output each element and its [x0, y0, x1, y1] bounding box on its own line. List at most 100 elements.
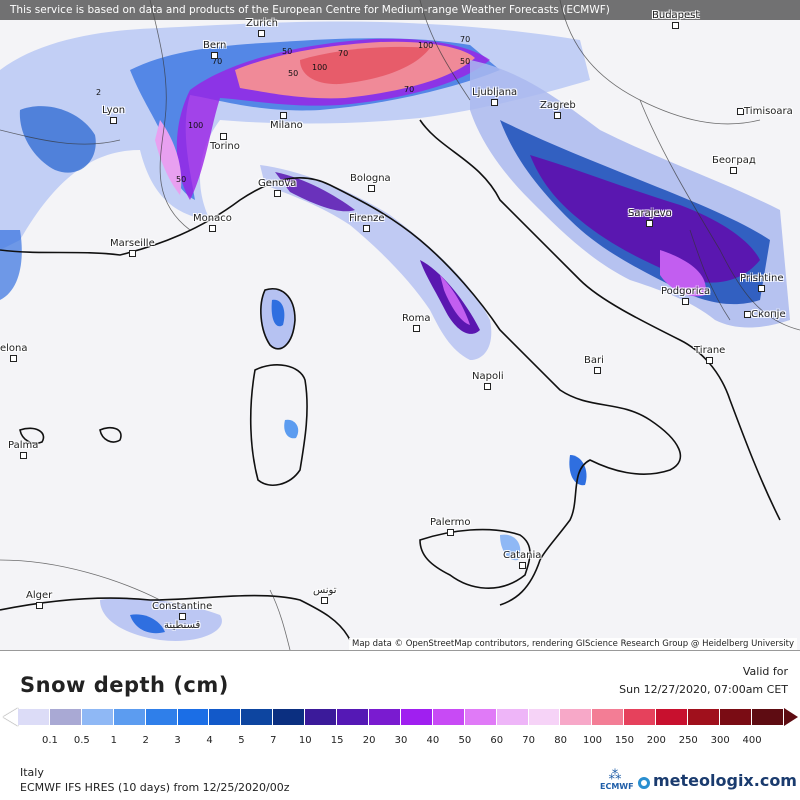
city-monaco[interactable]: Monaco: [193, 213, 232, 232]
scale-tick-label: 0.1: [41, 735, 58, 746]
scale-tick-label: 5: [238, 735, 245, 746]
contour-label: 50: [282, 47, 292, 56]
scale-max-arrow: [784, 708, 798, 726]
map-attribution: Map data © OpenStreetMap contributors, r…: [349, 638, 797, 650]
alps-snow: [0, 21, 590, 300]
city-label: Catania: [503, 550, 542, 561]
color-scale-segment: [273, 709, 306, 725]
color-scale-segment: [592, 709, 625, 725]
city-zagreb[interactable]: Zagreb: [540, 100, 576, 119]
color-scale-segment: [177, 709, 210, 725]
city-bern[interactable]: Bern: [203, 40, 226, 59]
island-snow: [100, 288, 587, 641]
scale-tick-label: 15: [330, 735, 344, 746]
city-ljubljana[interactable]: Ljubljana: [472, 87, 517, 106]
contour-label: 70: [338, 49, 348, 58]
city-barcelona[interactable]: elona: [0, 343, 28, 362]
scale-tick-label: 10: [298, 735, 312, 746]
contour-label: 70: [404, 85, 414, 94]
city-marker: [706, 357, 714, 364]
city-alger[interactable]: Alger: [26, 590, 52, 609]
city-genova[interactable]: Genova: [258, 178, 296, 197]
city-lyon[interactable]: Lyon: [102, 105, 125, 124]
ecmwf-logo[interactable]: ⁂ ECMWF: [600, 769, 634, 791]
city-podgorica[interactable]: Podgorica: [661, 286, 710, 305]
map-canvas: 70 50 100 70 100 50 70 50 70 100 50 2: [0, 0, 800, 650]
scale-tick-label: 20: [362, 735, 376, 746]
meteologix-brand-text: meteologix.com: [653, 771, 797, 790]
scale-tick-label: 3: [174, 735, 181, 746]
city-firenze[interactable]: Firenze: [349, 213, 385, 232]
color-scale-segment: [656, 709, 689, 725]
city-label-arabic: قسنطينة: [163, 620, 201, 631]
city-label: Torino: [210, 141, 240, 152]
city-tunis[interactable]: تونس: [313, 585, 336, 604]
city-marker: [412, 325, 420, 332]
city-label: Sarajevo: [628, 208, 672, 219]
city-marker: [554, 112, 562, 119]
city-label: Ljubljana: [472, 87, 518, 98]
city-constantine[interactable]: Constantine قسنطينة: [152, 601, 212, 631]
color-scale-segment: [337, 709, 369, 725]
color-scale-segment: [688, 709, 720, 725]
balkans-snow: [470, 60, 790, 328]
contour-labels: 70 50 100 70 100 50 70 50 70 100 50 2: [96, 35, 470, 184]
city-beograd[interactable]: Београд: [712, 155, 756, 174]
city-label: Lyon: [102, 105, 126, 116]
contour-label: 50: [176, 175, 186, 184]
color-scale-segment: [18, 709, 50, 725]
city-torino[interactable]: Torino: [210, 133, 240, 152]
scale-tick-label: 2: [142, 735, 149, 746]
color-scale-segment: [624, 709, 657, 725]
city-label: Bari: [584, 355, 604, 366]
city-label: Marseille: [110, 238, 155, 249]
city-skopje[interactable]: Скопје: [742, 309, 786, 320]
city-tirane[interactable]: Tirane: [694, 345, 725, 364]
scale-tick-label: 50: [458, 735, 472, 746]
color-scale-segment: [49, 709, 82, 725]
color-scale-segment: [751, 709, 784, 725]
city-timisoara[interactable]: Timisoara: [735, 106, 793, 117]
contour-label: 100: [188, 121, 203, 130]
color-scale-segment: [400, 709, 433, 725]
scale-tick-label: 70: [522, 735, 536, 746]
city-marker: [35, 602, 43, 609]
city-marker: [594, 367, 601, 374]
city-sarajevo[interactable]: Sarajevo: [628, 208, 672, 227]
scale-tick-label: 0.5: [73, 735, 90, 746]
contour-label: 70: [460, 35, 470, 44]
city-marker: [178, 613, 186, 620]
city-palma[interactable]: Palma: [8, 440, 38, 459]
city-marker: [363, 225, 371, 232]
city-label: Palermo: [430, 517, 471, 528]
scale-tick-label: 400: [742, 735, 762, 746]
city-bari[interactable]: Bari: [584, 355, 604, 374]
meteologix-logo[interactable]: meteologix.com: [638, 771, 797, 790]
city-zurich[interactable]: Zurich: [246, 18, 278, 37]
forecast-map[interactable]: 70 50 100 70 100 50 70 50 70 100 50 2 Th…: [0, 0, 800, 650]
city-label: Palma: [8, 440, 39, 451]
city-marseille[interactable]: Marseille: [110, 238, 155, 257]
scale-ticks: 0.1 0.5 1 2 3 4 5 7 10 15 20 30 40 50 60 70 80 100 150 200 2…: [18, 735, 788, 749]
color-scale-segment: [305, 709, 338, 725]
city-milano[interactable]: Milano: [270, 112, 303, 131]
city-bologna[interactable]: Bologna: [350, 173, 391, 192]
scale-tick-label: 60: [490, 735, 504, 746]
city-napoli[interactable]: Napoli: [472, 371, 504, 390]
city-roma[interactable]: Roma: [402, 313, 431, 332]
scale-tick-label: 300: [710, 735, 730, 746]
city-palermo[interactable]: Palermo: [430, 517, 470, 536]
city-budapest[interactable]: Budapest: [652, 10, 699, 29]
city-catania[interactable]: Catania: [503, 550, 541, 569]
color-scale-segment: [145, 709, 178, 725]
scale-min-arrow: [3, 708, 18, 726]
city-prishtine[interactable]: Prishtine: [740, 273, 783, 292]
scale-tick-label: 80: [554, 735, 567, 746]
city-label: Firenze: [349, 213, 385, 224]
scale-tick-label: 100: [582, 735, 603, 746]
contour-label: 70: [212, 57, 222, 66]
city-marker: [646, 220, 654, 227]
scale-tick-label: 1: [110, 735, 117, 746]
scale-tick-label: 150: [614, 735, 634, 746]
contour-label: 100: [312, 63, 327, 72]
